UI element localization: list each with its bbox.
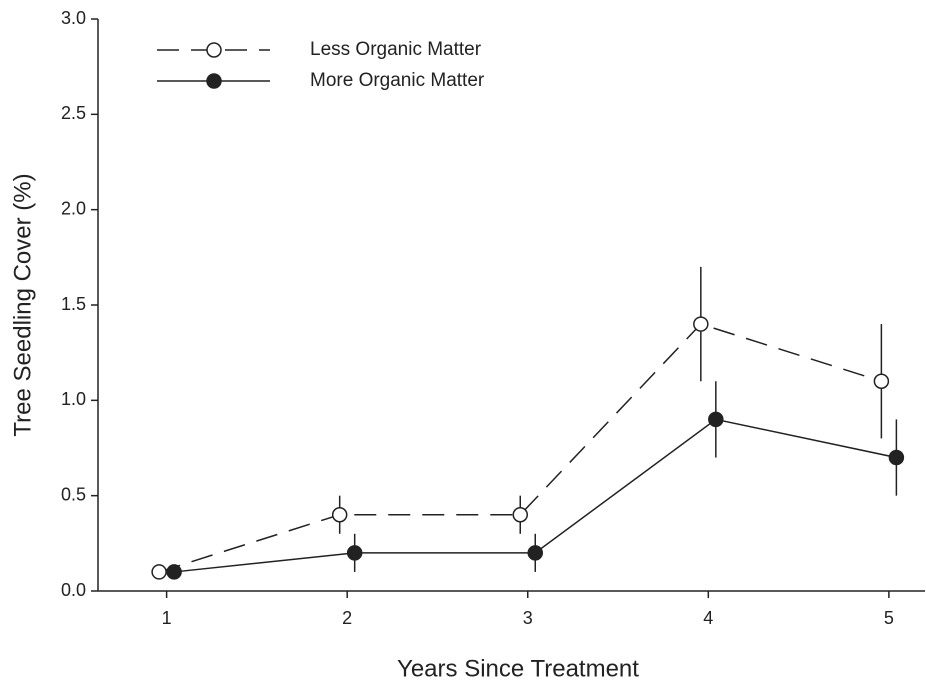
series-line (158, 323, 882, 573)
data-point (527, 545, 544, 561)
data-point (331, 506, 348, 523)
data-point (166, 564, 182, 580)
legend-text: Less Organic Matter (310, 39, 482, 60)
data-point (346, 545, 363, 561)
data-point (151, 564, 167, 580)
data-point (888, 449, 905, 466)
x-tick-label: 2 (342, 608, 352, 628)
y-tick-label: 1.5 (61, 294, 86, 314)
y-tick-label: 0.0 (61, 580, 86, 600)
x-axis-label: Years Since Treatment (397, 655, 639, 682)
y-tick-label: 2.0 (61, 198, 86, 218)
legend-marker (206, 73, 222, 89)
y-axis-label: Tree Seedling Cover (%) (9, 173, 36, 436)
x-tick-label: 5 (884, 608, 894, 628)
x-tick-label: 4 (703, 608, 713, 628)
data-point (873, 373, 890, 390)
x-tick-label: 3 (523, 608, 533, 628)
data-point (708, 411, 724, 428)
x-tick-label: 1 (162, 608, 172, 628)
y-tick-label: 2.5 (61, 103, 86, 123)
y-tick-label: 1.0 (61, 389, 86, 409)
y-tick-label: 3.0 (61, 8, 86, 28)
legend-text: More Organic Matter (310, 70, 485, 91)
data-point (693, 316, 709, 332)
y-tick-label: 0.5 (61, 484, 86, 504)
data-point (512, 506, 529, 523)
legend-marker (206, 42, 222, 58)
